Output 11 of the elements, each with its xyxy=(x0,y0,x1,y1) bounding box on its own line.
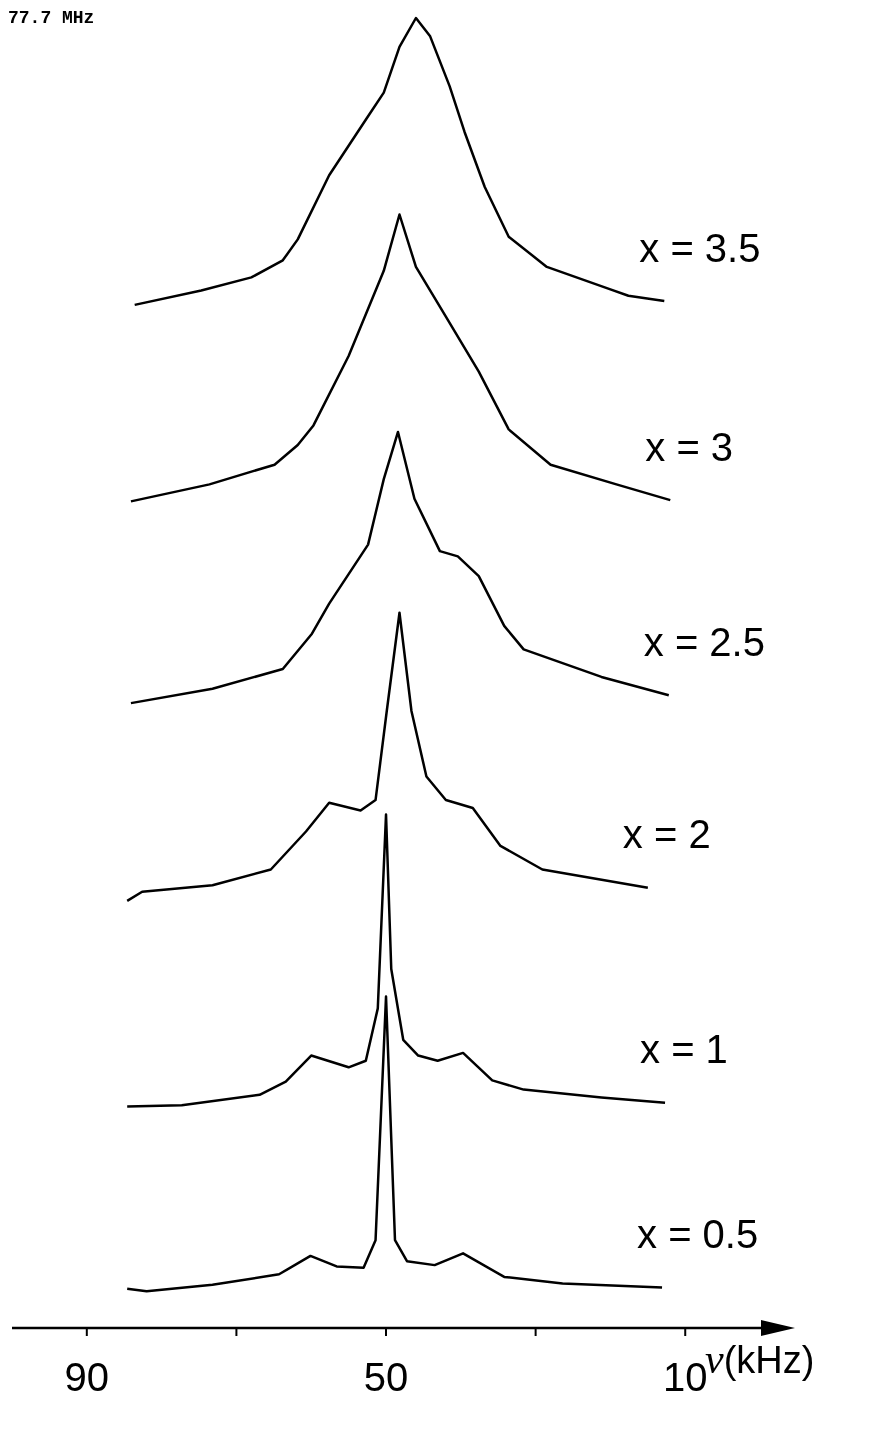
series-label: x = 3.5 xyxy=(639,225,761,270)
series-label: x = 3 xyxy=(645,424,734,469)
x-tick-label: 10 xyxy=(662,1355,708,1400)
series-label: x = 0.5 xyxy=(637,1211,759,1256)
x-tick-label: 50 xyxy=(363,1355,409,1400)
chart-title: 77.7 MHz xyxy=(8,8,95,28)
series-label: x = 1 xyxy=(640,1027,728,1072)
series-label: x = 2 xyxy=(622,812,711,857)
series-label: x = 2.5 xyxy=(643,619,765,664)
x-tick-label: 90 xyxy=(64,1355,110,1400)
x-axis-title: ν(kHz) xyxy=(705,1336,815,1382)
